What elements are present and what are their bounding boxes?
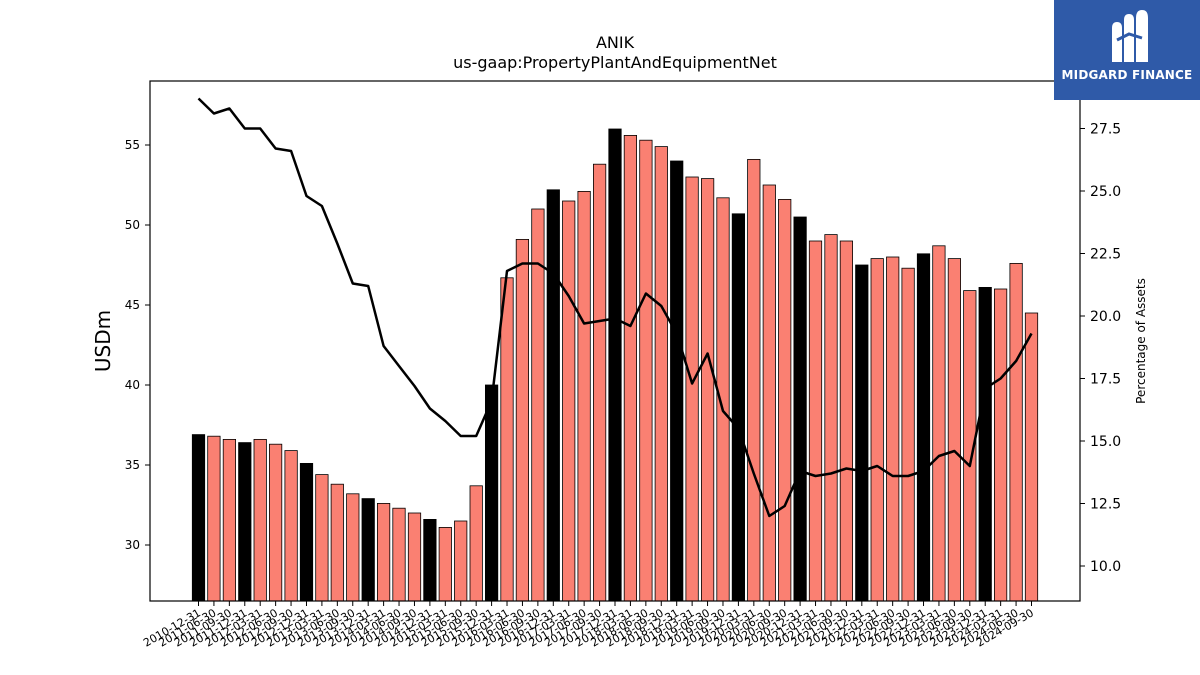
bar	[315, 474, 329, 602]
y2-tick-label: 20.0	[1090, 309, 1121, 325]
bar	[1024, 312, 1039, 602]
y2-tick-label: 15.0	[1090, 434, 1121, 450]
y-tick-label: 30	[125, 538, 140, 552]
y-tick-label: 40	[125, 378, 140, 392]
chart-subtitle: us-gaap:PropertyPlantAndEquipmentNet	[453, 53, 777, 72]
bar	[222, 438, 236, 602]
y-tick-label: 35	[125, 458, 140, 472]
bar	[268, 443, 283, 602]
bar-series	[191, 128, 1039, 602]
bar	[346, 493, 360, 602]
bar	[994, 288, 1008, 602]
bar	[546, 189, 560, 602]
bar	[407, 512, 422, 602]
bar	[469, 485, 483, 602]
y-tick-label: 50	[125, 218, 140, 232]
bar	[376, 502, 391, 602]
bar	[978, 286, 992, 602]
y-tick-label: 55	[125, 138, 140, 152]
bar	[577, 190, 591, 602]
bar	[191, 434, 206, 602]
bar	[330, 483, 344, 602]
bar	[593, 163, 607, 602]
bar	[901, 267, 915, 602]
y2-tick-label: 17.5	[1090, 372, 1121, 388]
bar	[639, 139, 653, 602]
bar	[454, 520, 468, 602]
bar	[762, 184, 776, 602]
brand-logo: MIDGARD FINANCE	[1054, 0, 1200, 100]
y2-axis-label: Percentage of Assets	[1134, 278, 1148, 404]
bar	[701, 178, 715, 602]
bar	[793, 216, 807, 602]
bar	[423, 519, 437, 602]
bar	[284, 450, 298, 602]
bar	[808, 240, 823, 602]
bar	[608, 128, 622, 602]
bar	[562, 200, 576, 602]
bar	[886, 256, 900, 602]
logo-mark-icon	[1112, 10, 1148, 62]
percentage-line	[197, 97, 1033, 518]
bar	[839, 240, 854, 602]
y-axis-right: 10.0 12.5 15.0 17.5 20.0 22.5 25.0 27.5	[1080, 122, 1121, 575]
bar	[855, 264, 869, 602]
y2-tick-label: 22.5	[1090, 247, 1121, 263]
bar	[824, 234, 838, 602]
bar	[747, 158, 761, 602]
y2-tick-label: 25.0	[1090, 184, 1121, 200]
logo-text: MIDGARD FINANCE	[1061, 68, 1193, 82]
bar	[685, 176, 699, 602]
bar	[253, 438, 267, 602]
y2-tick-label: 27.5	[1090, 122, 1121, 138]
bar	[392, 507, 406, 602]
bar	[515, 238, 530, 602]
bar	[238, 442, 252, 602]
bar	[870, 258, 884, 602]
y2-tick-label: 10.0	[1090, 559, 1121, 575]
y-axis-left: 30 35 40 45 50 55	[125, 138, 150, 552]
line-series	[197, 97, 1033, 518]
y-axis-label: USDm	[91, 310, 115, 372]
bar	[207, 435, 221, 602]
chart-title: ANIK	[596, 33, 635, 52]
y2-tick-label: 12.5	[1090, 497, 1121, 513]
bar	[670, 160, 684, 602]
bar	[916, 253, 931, 602]
bar	[484, 384, 499, 602]
bar	[654, 146, 668, 602]
bar	[1009, 262, 1023, 602]
bar	[500, 277, 514, 602]
bar	[947, 258, 962, 602]
bar	[299, 462, 314, 602]
bar	[932, 245, 946, 602]
x-axis: 2010-12-312011-06-302011-09-302011-12-31…	[141, 601, 1036, 650]
bar	[778, 198, 792, 602]
bar	[361, 498, 375, 602]
bar	[438, 527, 452, 602]
y-tick-label: 45	[125, 298, 140, 312]
bar	[623, 134, 638, 602]
bar	[731, 213, 746, 602]
